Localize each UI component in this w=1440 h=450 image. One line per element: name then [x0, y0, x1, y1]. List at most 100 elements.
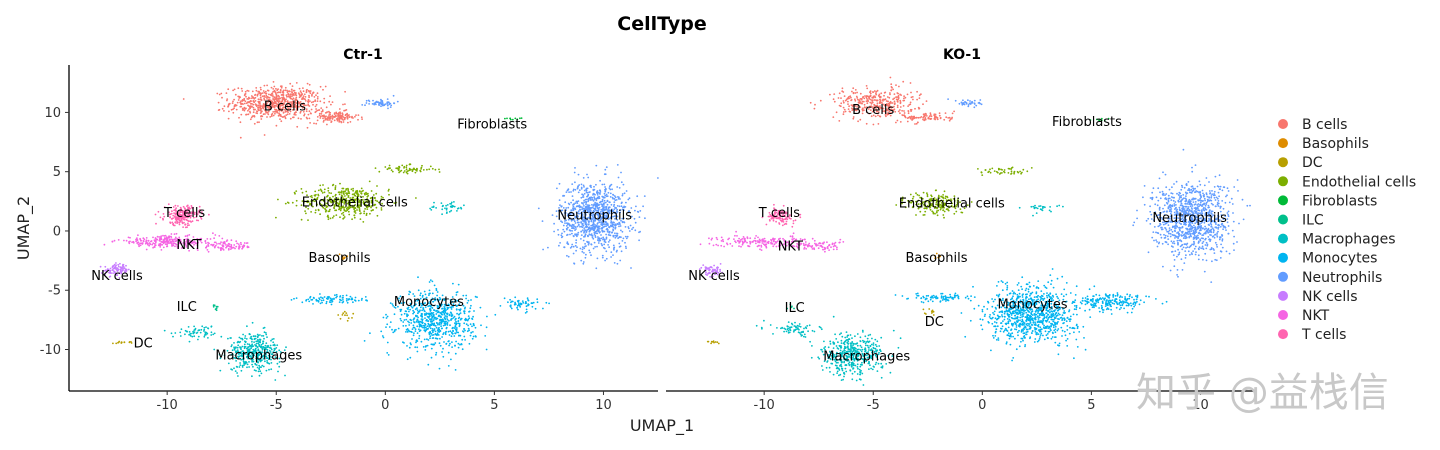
point-t-cells — [197, 210, 200, 213]
point-nkt — [140, 239, 142, 242]
point-b-cells — [282, 112, 285, 114]
point-b-cells — [360, 116, 363, 119]
point-monocytes — [499, 305, 502, 307]
point-nkt — [210, 243, 213, 246]
point-neutrophils — [587, 243, 590, 246]
point-neutrophils — [558, 207, 560, 209]
point-b-cells — [233, 88, 236, 91]
point-endothelial-cells — [332, 183, 335, 186]
point-endothelial-cells — [340, 194, 343, 197]
point-neutrophils — [601, 256, 604, 259]
point-nkt — [145, 239, 148, 242]
point-b-cells — [329, 95, 331, 97]
point-neutrophils — [608, 239, 611, 242]
point-neutrophils — [575, 239, 578, 242]
point-neutrophils — [598, 221, 601, 224]
point-b-cells — [182, 98, 185, 100]
point-b-cells — [345, 109, 348, 111]
point-t-cells — [183, 221, 185, 224]
point-b-cells — [899, 93, 901, 96]
point-fibroblasts — [506, 117, 508, 120]
point-b-cells — [339, 112, 342, 115]
point-neutrophils — [572, 235, 575, 237]
point-b-cells — [293, 112, 296, 115]
point-neutrophils — [592, 247, 595, 250]
point-endothelial-cells — [344, 206, 347, 208]
point-neutrophils — [582, 246, 584, 249]
point-b-cells — [899, 102, 902, 105]
point-monocytes — [429, 327, 432, 330]
point-nkt — [225, 240, 228, 243]
point-monocytes — [428, 325, 431, 328]
point-b-cells — [289, 95, 292, 98]
point-b-cells — [269, 108, 271, 110]
point-macrophages — [446, 211, 448, 214]
point-b-cells — [349, 116, 351, 118]
point-b-cells — [331, 101, 334, 103]
point-neutrophils — [584, 223, 587, 226]
point-neutrophils — [605, 233, 607, 236]
point-endothelial-cells — [345, 192, 347, 195]
point-ilc — [215, 309, 218, 312]
point-b-cells — [258, 90, 260, 93]
point-endothelial-cells — [342, 205, 345, 208]
point-endothelial-cells — [366, 198, 368, 200]
point-b-cells — [852, 91, 855, 94]
point-endothelial-cells — [406, 172, 409, 175]
point-neutrophils — [558, 199, 561, 202]
point-macrophages — [266, 336, 268, 338]
point-monocytes — [402, 325, 405, 327]
point-b-cells — [284, 111, 287, 113]
point-b-cells — [847, 108, 850, 110]
point-macrophages — [432, 205, 435, 208]
point-b-cells — [253, 115, 256, 117]
point-neutrophils — [580, 183, 583, 186]
point-b-cells — [847, 100, 849, 103]
point-macrophages — [254, 337, 257, 340]
point-macrophages — [197, 329, 200, 332]
point-b-cells — [256, 94, 259, 97]
point-b-cells — [342, 121, 345, 123]
point-b-cells — [842, 100, 845, 102]
point-neutrophils — [553, 222, 555, 225]
point-neutrophils — [590, 186, 592, 189]
point-b-cells — [278, 106, 281, 108]
point-monocytes — [486, 315, 488, 318]
point-monocytes — [527, 299, 530, 302]
cluster-macrophages — [429, 201, 465, 216]
point-monocytes — [432, 312, 435, 314]
point-b-cells — [249, 102, 252, 105]
point-b-cells — [260, 99, 263, 102]
point-b-cells — [275, 95, 278, 98]
point-neutrophils — [580, 238, 582, 240]
point-b-cells — [352, 117, 354, 119]
point-b-cells — [239, 136, 242, 139]
point-b-cells — [259, 102, 261, 105]
point-b-cells — [275, 87, 277, 90]
point-monocytes — [427, 320, 429, 323]
point-endothelial-cells — [374, 167, 377, 170]
point-b-cells — [951, 112, 954, 115]
point-endothelial-cells — [329, 196, 331, 199]
point-b-cells — [355, 114, 357, 116]
point-ilc — [212, 305, 215, 308]
point-b-cells — [899, 109, 901, 111]
point-neutrophils — [596, 229, 599, 231]
point-b-cells — [324, 85, 327, 88]
point-nkt — [166, 242, 169, 244]
point-b-cells — [337, 114, 339, 117]
point-b-cells — [286, 95, 288, 98]
point-monocytes — [413, 321, 415, 323]
point-neutrophils — [594, 203, 597, 206]
point-neutrophils — [612, 194, 615, 196]
point-nkt — [243, 242, 246, 244]
point-monocytes — [301, 301, 304, 304]
point-endothelial-cells — [420, 166, 423, 169]
point-neutrophils — [573, 213, 575, 215]
point-neutrophils — [585, 226, 588, 228]
point-neutrophils — [600, 210, 602, 213]
cluster-monocytes — [363, 276, 497, 371]
point-b-cells — [227, 88, 230, 91]
point-endothelial-cells — [348, 205, 351, 208]
point-b-cells — [300, 94, 302, 97]
